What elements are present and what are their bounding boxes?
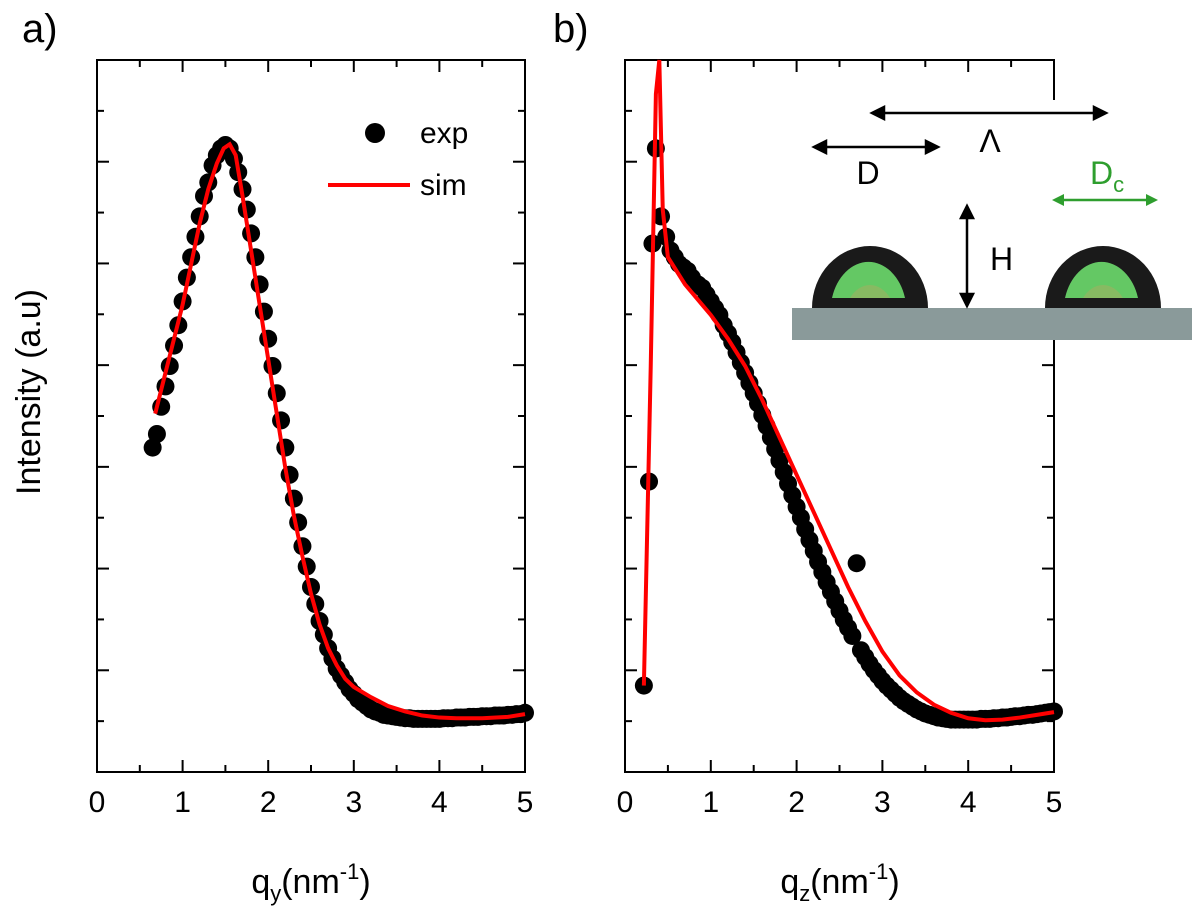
panel-b-xlabel-exp: -1 bbox=[869, 859, 889, 884]
exp-data-point bbox=[1045, 702, 1063, 721]
panel-a-xlabel-q: q bbox=[251, 863, 270, 901]
panel-b-xlabel-q: q bbox=[780, 863, 799, 901]
panel-a-xlabel-unit: (nm bbox=[281, 863, 340, 901]
inset-label-h: H bbox=[990, 241, 1013, 277]
inset-arrow-dc bbox=[1052, 194, 1158, 206]
inset-label-dc: Dc bbox=[1090, 155, 1124, 197]
inset-label-dc-base: D bbox=[1090, 155, 1113, 191]
panel-a-sim-line bbox=[153, 141, 526, 721]
legend-exp-marker bbox=[365, 123, 385, 143]
y-axis-label: Intensity (a.u) bbox=[10, 289, 48, 495]
x-tick-label: 1 bbox=[702, 786, 719, 819]
legend-exp-label: exp bbox=[420, 117, 468, 150]
panel-a-xlabel-sub: y bbox=[270, 881, 281, 906]
panel-b-ticks: 0 1 2 3 4 5 bbox=[617, 60, 1063, 819]
x-tick-label: 4 bbox=[431, 786, 448, 819]
panel-a-legend: exp sim bbox=[328, 117, 468, 202]
exp-data-point bbox=[254, 302, 273, 321]
exp-data-point bbox=[516, 703, 534, 722]
panel-b-label: b) bbox=[553, 7, 589, 51]
inset-label-lambda: Λ bbox=[979, 123, 1001, 159]
inset-arrow-d bbox=[811, 138, 941, 156]
inset-arrow-h bbox=[958, 203, 976, 309]
x-tick-label: 0 bbox=[89, 786, 106, 819]
panel-a-label: a) bbox=[22, 7, 58, 51]
inset-particle-left bbox=[812, 246, 928, 308]
exp-data-point bbox=[250, 275, 269, 294]
inset-label-dc-sub: c bbox=[1113, 172, 1124, 197]
legend-sim-label: sim bbox=[420, 169, 467, 202]
x-tick-label: 4 bbox=[960, 786, 977, 819]
x-tick-label: 5 bbox=[517, 786, 534, 819]
panel-a-exp-markers bbox=[143, 136, 534, 728]
exp-data-point bbox=[143, 438, 162, 457]
inset-substrate bbox=[792, 308, 1192, 340]
panel-b-xlabel-unit: (nm bbox=[810, 863, 869, 901]
exp-data-point bbox=[147, 425, 166, 443]
x-tick-label: 5 bbox=[1046, 786, 1063, 819]
panel-a-ticks: 0 1 2 3 4 5 bbox=[89, 60, 534, 819]
panel-b-sim-line bbox=[641, 59, 1055, 723]
inset-particle-right bbox=[1045, 246, 1161, 308]
panel-a-x-axis-label: qy(nm-1) bbox=[251, 859, 370, 906]
exp-data-point bbox=[263, 357, 282, 375]
panel-a-xlabel-close: ) bbox=[359, 863, 370, 901]
x-tick-label: 3 bbox=[874, 786, 891, 819]
panel-b-xlabel-close: ) bbox=[888, 863, 899, 901]
exp-data-point bbox=[843, 626, 862, 645]
panel-a: a) 0 1 2 3 4 5 exp sim qy(nm-1) bbox=[22, 7, 534, 906]
panel-a-frame bbox=[96, 59, 526, 773]
x-tick-label: 0 bbox=[617, 786, 634, 819]
panel-b-xlabel-sub: z bbox=[799, 881, 810, 906]
x-tick-label: 2 bbox=[788, 786, 805, 819]
x-tick-label: 1 bbox=[174, 786, 191, 819]
exp-data-point bbox=[847, 554, 866, 573]
exp-data-point bbox=[246, 248, 265, 267]
exp-data-point bbox=[276, 438, 295, 457]
x-tick-label: 2 bbox=[260, 786, 277, 819]
inset-arrow-lambda bbox=[869, 104, 1109, 122]
inset-label-d: D bbox=[856, 155, 879, 191]
panel-b-x-axis-label: qz(nm-1) bbox=[780, 859, 899, 906]
panel-b: b) 0 1 2 3 4 5 bbox=[553, 7, 1192, 906]
x-tick-label: 3 bbox=[345, 786, 362, 819]
exp-data-point bbox=[267, 384, 286, 403]
inset-schematic: D Λ H Dc bbox=[792, 60, 1192, 340]
exp-data-point bbox=[259, 329, 278, 348]
exp-data-point bbox=[272, 411, 291, 430]
panel-a-xlabel-exp: -1 bbox=[340, 859, 360, 884]
